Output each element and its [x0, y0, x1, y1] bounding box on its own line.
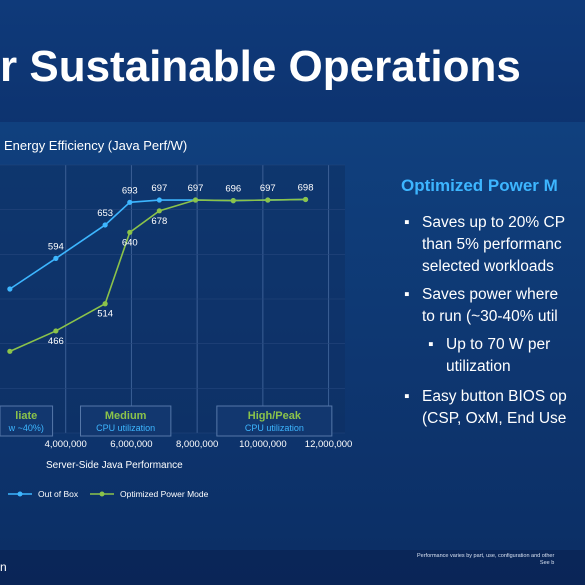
sub-bullet-item: ▪ Up to 70 W per utilization	[400, 334, 585, 378]
data-point	[53, 328, 59, 334]
data-point	[156, 208, 162, 214]
region-title: liate	[15, 410, 37, 422]
legend-swatch-dot	[17, 491, 23, 497]
slide-title: r Sustainable Operations	[0, 42, 521, 91]
chart-title: Energy Efficiency (Java Perf/W)	[4, 138, 188, 153]
bullet-text: Saves up to 20% CP	[422, 214, 566, 231]
bullet-text: Saves power where	[422, 286, 559, 303]
data-label: 594	[48, 241, 64, 252]
data-point	[102, 301, 108, 307]
bullet-text: to run (~30-40% util	[422, 308, 558, 325]
data-label: 640	[122, 237, 138, 248]
x-tick-label: 4,000,000	[45, 439, 87, 450]
data-point	[53, 255, 59, 261]
legend-label: Optimized Power Mode	[120, 489, 209, 499]
x-tick-label: 10,000,000	[239, 439, 287, 450]
footer-note-line: Performance varies by part, use, configu…	[417, 553, 555, 559]
data-point	[7, 348, 13, 354]
footer-note: Performance varies by part, use, configu…	[417, 553, 554, 567]
data-point	[265, 197, 271, 203]
data-point	[127, 199, 133, 205]
data-label: 514	[97, 309, 113, 320]
bullet-dot: ▪	[428, 336, 434, 353]
data-label: 693	[122, 185, 138, 196]
bullet-text: (CSP, OxM, End Use	[422, 410, 567, 427]
footer-left: n	[0, 560, 7, 574]
region-subtitle: w ~40%)	[8, 423, 44, 433]
data-point	[156, 197, 162, 203]
data-point	[230, 198, 236, 204]
region-box	[0, 405, 54, 437]
data-point	[302, 196, 309, 203]
x-tick-label: 6,000,000	[110, 439, 152, 450]
bullet-item: ▪ Saves up to 20% CP than 5% performanc …	[400, 212, 585, 278]
data-label: 698	[298, 182, 314, 193]
region-box	[80, 405, 172, 437]
data-point	[7, 286, 13, 292]
x-tick-label: 12,000,000	[305, 439, 353, 450]
bullet-item: ▪ Easy button BIOS op (CSP, OxM, End Use	[400, 386, 585, 430]
bullet-dot: ▪	[404, 388, 410, 405]
bullet-text: utilization	[446, 358, 511, 375]
region-subtitle: CPU utilization	[96, 423, 155, 433]
bullet-text: selected workloads	[422, 258, 554, 275]
region-title: Medium	[105, 410, 147, 422]
data-point	[102, 222, 108, 228]
bullet-list: ▪ Saves up to 20% CP than 5% performanc …	[400, 212, 585, 436]
data-label: 653	[97, 208, 113, 219]
bullet-item: ▪ Saves power where to run (~30-40% util	[400, 284, 585, 328]
footer-note-line: See b	[539, 560, 555, 566]
region-box	[216, 405, 333, 437]
bullet-text: than 5% performanc	[422, 236, 562, 253]
data-label: 696	[225, 184, 241, 195]
legend-label: Out of Box	[38, 489, 79, 499]
region-subtitle: CPU utilization	[245, 423, 304, 433]
x-axis-label: Server-Side Java Performance	[46, 460, 183, 471]
x-tick-label: 8,000,000	[176, 439, 218, 450]
data-label: 466	[48, 336, 64, 347]
data-point	[192, 197, 199, 203]
side-title: Optimized Power M	[401, 176, 558, 195]
region-title: High/Peak	[248, 410, 302, 422]
data-label: 697	[151, 183, 167, 194]
legend-swatch-dot	[99, 491, 105, 497]
bullet-text: Up to 70 W per	[446, 336, 551, 353]
bullet-dot: ▪	[404, 214, 410, 231]
data-label: 697	[188, 183, 204, 194]
data-label: 678	[151, 216, 167, 227]
bullet-text: Easy button BIOS op	[422, 388, 567, 405]
bullet-dot: ▪	[404, 286, 410, 303]
data-label: 697	[260, 183, 276, 194]
data-point	[127, 229, 133, 235]
